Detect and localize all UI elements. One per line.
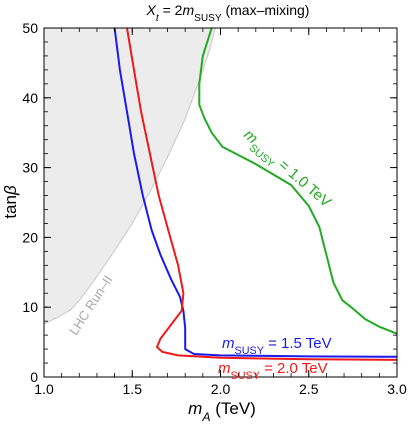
series-line-msusy-1-5-tev xyxy=(113,28,397,358)
series-line-msusy-2-0-tev xyxy=(126,28,397,361)
x-axis-label: mA (TeV) xyxy=(188,399,256,424)
y-tick-label: 10 xyxy=(22,299,38,315)
series-layer xyxy=(113,28,397,361)
x-tick-label: 2.0 xyxy=(211,381,231,397)
series-label-msusy-1-0-tev: mSUSY = 1.0 TeV xyxy=(237,126,334,215)
series-line-msusy-1-0-tev xyxy=(198,28,397,335)
y-tick-label: 40 xyxy=(22,90,38,106)
y-tick-label: 50 xyxy=(22,20,38,36)
y-tick-label: 20 xyxy=(22,229,38,245)
x-tick-label: 1.0 xyxy=(34,381,54,397)
x-tick-label: 1.5 xyxy=(123,381,143,397)
axis-ticks: 1.0 1.5 2.0 2.5 3.0 0 10 20 30 40 50 xyxy=(22,20,407,397)
x-tick-label: 2.5 xyxy=(299,381,319,397)
lhc-run-ii-excluded-region xyxy=(44,28,216,325)
excluded-region-boundary xyxy=(44,28,216,325)
excluded-region-fill xyxy=(44,28,216,324)
series-label-msusy-1-5-tev: mSUSY = 1.5 TeV xyxy=(222,335,332,357)
x-tick-label: 3.0 xyxy=(387,381,407,397)
y-tick-label: 30 xyxy=(22,160,38,176)
chart-title: Xt = 2mSUSY (max–mixing) xyxy=(146,2,310,24)
y-axis-label: tanβ xyxy=(1,185,20,219)
series-label-msusy-2-0-tev: mSUSY = 2.0 TeV xyxy=(218,360,328,382)
y-tick-label: 0 xyxy=(30,369,38,385)
